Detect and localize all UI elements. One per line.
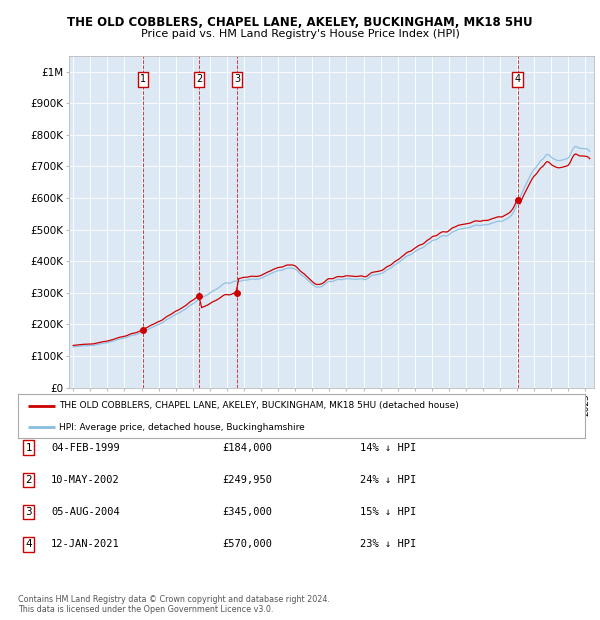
Text: 3: 3: [234, 74, 240, 84]
Text: £249,950: £249,950: [222, 475, 272, 485]
Text: HPI: Average price, detached house, Buckinghamshire: HPI: Average price, detached house, Buck…: [59, 423, 305, 432]
Text: 05-AUG-2004: 05-AUG-2004: [51, 507, 120, 517]
Text: 12-JAN-2021: 12-JAN-2021: [51, 539, 120, 549]
Text: 04-FEB-1999: 04-FEB-1999: [51, 443, 120, 453]
Text: 3: 3: [25, 507, 32, 517]
Text: 15% ↓ HPI: 15% ↓ HPI: [360, 507, 416, 517]
Text: Price paid vs. HM Land Registry's House Price Index (HPI): Price paid vs. HM Land Registry's House …: [140, 29, 460, 38]
Text: 1: 1: [25, 443, 32, 453]
Text: 23% ↓ HPI: 23% ↓ HPI: [360, 539, 416, 549]
Text: £570,000: £570,000: [222, 539, 272, 549]
Text: THE OLD COBBLERS, CHAPEL LANE, AKELEY, BUCKINGHAM, MK18 5HU: THE OLD COBBLERS, CHAPEL LANE, AKELEY, B…: [67, 16, 533, 29]
Text: 4: 4: [25, 539, 32, 549]
Text: THE OLD COBBLERS, CHAPEL LANE, AKELEY, BUCKINGHAM, MK18 5HU (detached house): THE OLD COBBLERS, CHAPEL LANE, AKELEY, B…: [59, 401, 458, 410]
Text: 4: 4: [515, 74, 521, 84]
Text: £345,000: £345,000: [222, 507, 272, 517]
Text: 1: 1: [140, 74, 146, 84]
Text: 2: 2: [196, 74, 202, 84]
Text: £184,000: £184,000: [222, 443, 272, 453]
Text: 14% ↓ HPI: 14% ↓ HPI: [360, 443, 416, 453]
Text: 2: 2: [25, 475, 32, 485]
Text: Contains HM Land Registry data © Crown copyright and database right 2024.: Contains HM Land Registry data © Crown c…: [18, 595, 330, 604]
Text: 10-MAY-2002: 10-MAY-2002: [51, 475, 120, 485]
Text: This data is licensed under the Open Government Licence v3.0.: This data is licensed under the Open Gov…: [18, 604, 274, 614]
Text: 24% ↓ HPI: 24% ↓ HPI: [360, 475, 416, 485]
